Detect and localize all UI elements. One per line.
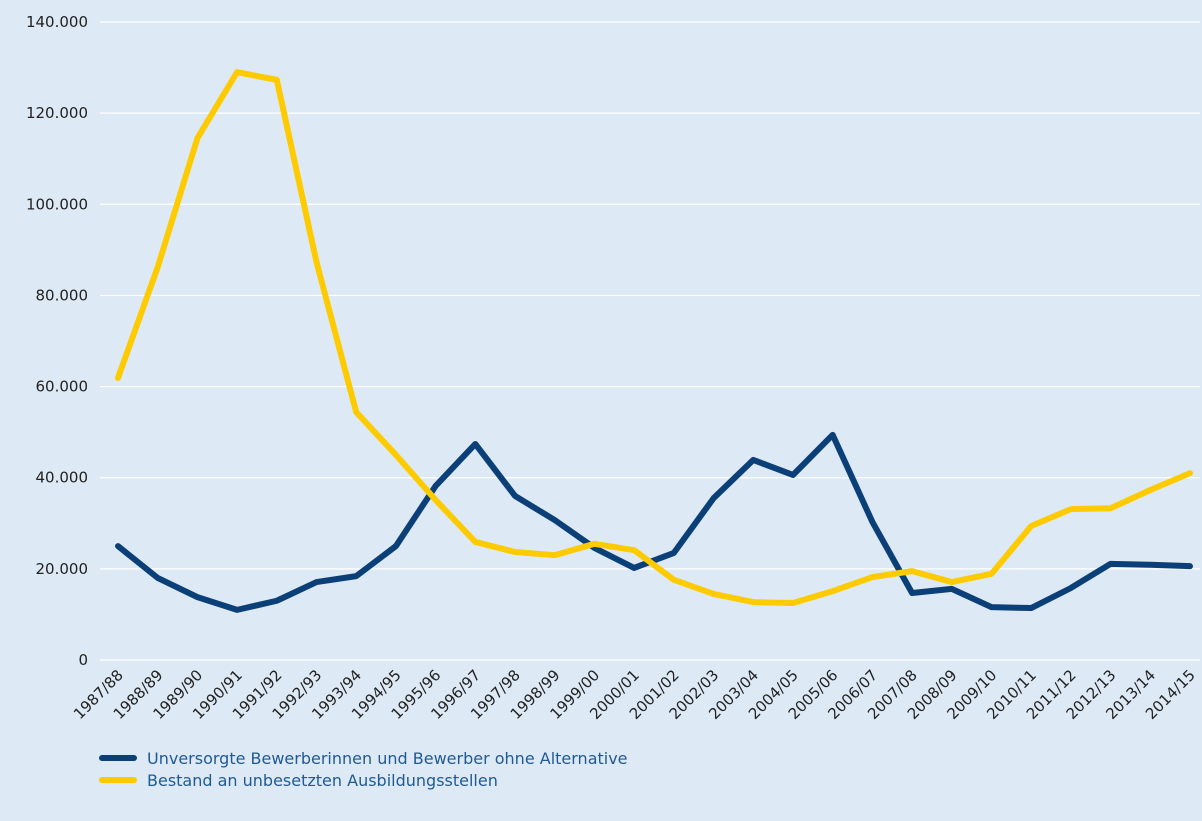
line-series (115, 431, 1193, 613)
legend-label: Bestand an unbesetzten Ausbildungsstelle… (147, 771, 498, 790)
y-tick-label: 60.000 (36, 378, 89, 396)
y-tick-label: 80.000 (36, 286, 89, 304)
line-series (115, 69, 1193, 607)
y-tick-label: 120.000 (26, 104, 88, 122)
legend-label: Unversorgte Bewerberinnen und Bewerber o… (147, 749, 628, 768)
y-tick-label: 40.000 (36, 469, 89, 487)
y-tick-label: 0 (78, 651, 88, 669)
y-tick-label: 20.000 (36, 560, 89, 578)
y-tick-label: 140.000 (26, 13, 88, 31)
y-tick-label: 100.000 (26, 195, 88, 213)
